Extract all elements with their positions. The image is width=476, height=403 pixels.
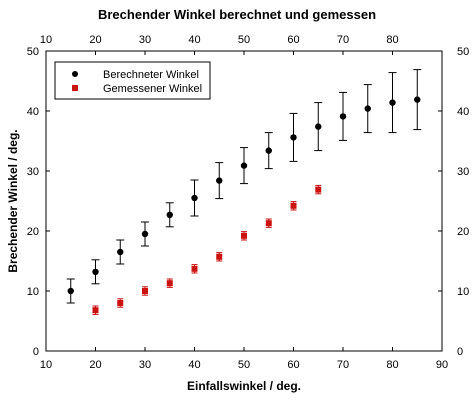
y-tick-label-left: 30 [27,166,39,178]
data-point-gemessen [241,232,247,239]
x-tick-label-bottom: 90 [436,359,448,371]
data-point-berechnet [191,194,198,202]
y-tick-label-left: 40 [27,106,39,118]
data-point-berechnet [216,177,223,184]
y-tick-label-left: 20 [27,226,39,238]
y-tick-label-right: 20 [457,226,469,238]
y-axis-title: Brechender Winkel / deg. [6,129,20,272]
data-point-berechnet [414,96,421,103]
x-tick-label-top: 20 [89,34,101,46]
data-point-berechnet [265,147,272,154]
legend-marker-berechnet [72,71,78,77]
x-tick-label-top: 50 [238,34,250,46]
x-tick-label-top: 40 [188,34,200,46]
data-point-berechnet [290,134,297,141]
data-point-gemessen [315,186,322,193]
data-point-berechnet [240,162,248,169]
data-point-gemessen [166,280,173,287]
y-tick-label-right: 0 [457,346,463,358]
legend-label-berechnet: Berechneter Winkel [103,69,199,81]
x-tick-label-bottom: 70 [337,359,349,371]
x-tick-label-top: 10 [40,34,52,46]
y-tick-label-left: 0 [33,346,39,358]
x-tick-label-bottom: 30 [139,359,151,371]
data-point-berechnet [364,105,371,112]
data-point-gemessen [290,202,297,209]
data-point-gemessen [265,220,272,227]
chart-title: Brechender Winkel berechnet und gemessen [98,7,376,22]
y-tick-label-left: 50 [27,46,39,58]
x-tick-label-top: 70 [337,34,349,46]
data-point-gemessen [216,253,223,260]
x-tick-label-top: 30 [139,34,151,46]
data-point-berechnet [339,113,347,120]
y-tick-label-right: 40 [457,106,469,118]
data-point-gemessen [191,265,198,272]
data-point-berechnet [389,99,396,106]
x-tick-label-bottom: 60 [287,359,299,371]
data-point-berechnet [92,268,99,275]
y-tick-label-right: 50 [457,46,469,58]
data-point-berechnet [117,248,124,256]
data-point-berechnet [166,211,173,218]
x-tick-label-top: 80 [386,34,398,46]
x-tick-label-bottom: 20 [89,359,101,371]
x-tick-label-bottom: 80 [386,359,398,371]
y-tick-label-left: 10 [27,286,39,298]
data-point-gemessen [92,307,99,314]
data-point-berechnet [315,123,322,130]
x-tick-label-bottom: 50 [238,359,250,371]
x-tick-label-top: 60 [287,34,299,46]
legend-label-gemessen: Gemessener Winkel [103,83,202,95]
legend-marker-gemessen [72,85,78,91]
data-point-berechnet [67,287,74,295]
data-point-berechnet [141,230,149,238]
y-tick-label-right: 10 [457,286,469,298]
legend-box [54,61,211,100]
y-tick-label-right: 30 [457,166,469,178]
data-layer [66,69,422,315]
data-point-gemessen [117,300,124,306]
x-axis-title: Einfallswinkel / deg. [187,379,301,393]
legend: Berechneter Winkel Gemessener Winkel [54,61,211,100]
data-point-gemessen [142,288,148,294]
x-tick-label-bottom: 40 [188,359,200,371]
x-tick-label-bottom: 10 [40,359,52,371]
